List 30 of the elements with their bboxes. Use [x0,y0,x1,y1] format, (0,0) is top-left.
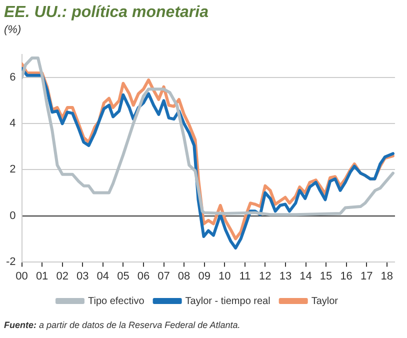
y-tick-label: 4 [10,118,16,130]
chart-title: EE. UU.: política monetaria [4,4,208,22]
x-tick-label: 15 [320,270,332,282]
x-tick-label: 13 [279,270,292,282]
x-tick-label: 01 [36,270,48,282]
y-axis-title: (%) [4,24,22,36]
x-tick-label: 03 [76,270,89,282]
legend-label: Tipo efectivo [88,296,145,307]
legend-label: Taylor - tiempo real [185,296,270,307]
y-tick-label: 2 [10,164,16,176]
x-tick-label: 16 [340,270,352,282]
x-tick-label: 05 [117,270,130,282]
x-tick-label: 09 [198,270,210,282]
x-tick-label: 04 [96,270,110,282]
x-tick-label: 11 [239,270,251,282]
y-tick-label: -2 [6,256,16,268]
x-tick-label: 18 [380,270,394,282]
x-tick-label: 06 [137,270,150,282]
legend-label: Taylor [311,296,339,307]
x-tick-label: 00 [16,270,28,282]
x-tick-label: 07 [158,270,170,282]
source-note: Fuente: a partir de datos de la Reserva Federal de Atlanta. [4,320,240,330]
x-tick-label: 08 [178,270,190,282]
x-tick-label: 12 [259,270,272,282]
x-tick-label: 02 [56,270,68,282]
x-tick-label: 17 [360,270,373,282]
y-tick-label: 6 [10,72,16,84]
x-tick-label: 10 [218,270,231,282]
x-tick-label: 14 [300,270,312,282]
y-tick-label: 0 [10,210,16,222]
